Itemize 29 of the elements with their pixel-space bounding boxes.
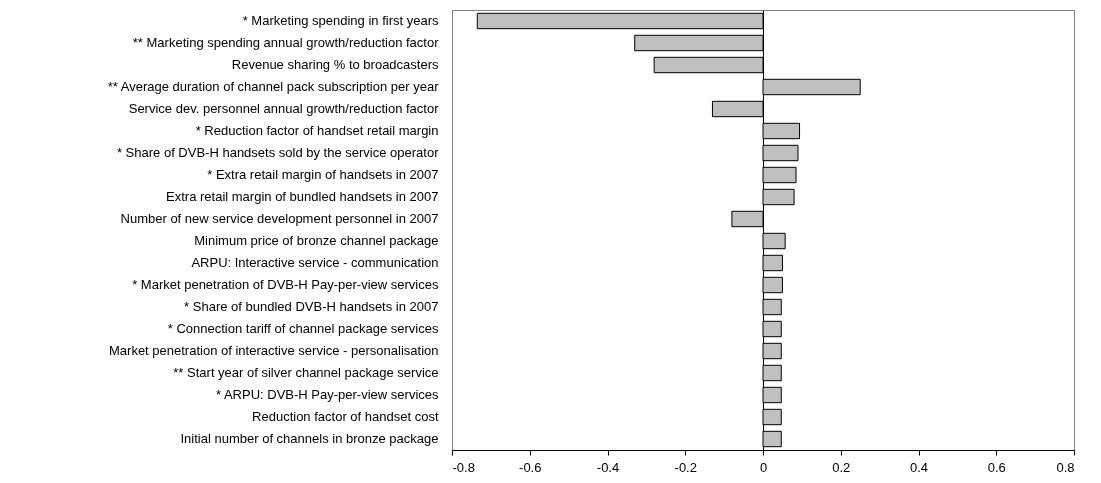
x-tick-label: 0.2 bbox=[832, 459, 851, 475]
y-tick-label: ** Average duration of channel pack subscription per year bbox=[107, 79, 440, 94]
y-tick-label: Revenue sharing % to broadcasters bbox=[231, 57, 439, 72]
y-tick-label: * Market penetration of DVB-H Pay-per-view services bbox=[132, 277, 439, 292]
y-tick-label: ARPU: Interactive service - communication bbox=[191, 255, 439, 270]
x-tick-label: 0 bbox=[759, 459, 768, 475]
y-tick-label: * Reduction factor of handset retail margin bbox=[195, 123, 439, 138]
y-tick-label: * Marketing spending in first years bbox=[242, 13, 439, 28]
y-tick-label: Number of new service development personnel in 2007 bbox=[120, 211, 439, 226]
y-tick-label: Service dev. personnel annual growth/reduction factor bbox=[128, 101, 440, 116]
y-tick-label: * Share of DVB-H handsets sold by the service operator bbox=[116, 145, 440, 160]
x-tick-label: 0.4 bbox=[909, 459, 929, 475]
x-tick-label: 0.6 bbox=[987, 459, 1006, 475]
y-tick-label: * ARPU: DVB-H Pay-per-view services bbox=[216, 387, 439, 402]
y-tick-label: * Connection tariff of channel package services bbox=[167, 321, 439, 336]
x-tick-label: -0.2 bbox=[674, 459, 697, 475]
y-tick-label: Extra retail margin of bundled handsets in 2007 bbox=[166, 189, 439, 204]
y-tick-label: ** Marketing spending annual growth/reduction factor bbox=[132, 35, 440, 50]
y-tick-label: Initial number of channels in bronze package bbox=[180, 431, 439, 446]
y-tick-label: Minimum price of bronze channel package bbox=[194, 233, 439, 248]
x-tick-label: -0.6 bbox=[519, 459, 542, 475]
x-tick-label: -0.4 bbox=[596, 459, 620, 475]
y-tick-label: * Extra retail margin of handsets in 2007 bbox=[207, 167, 439, 182]
y-tick-label: ** Start year of silver channel package service bbox=[173, 365, 439, 380]
y-tick-label: Reduction factor of handset cost bbox=[252, 409, 439, 424]
y-tick-label: * Share of bundled DVB-H handsets in 2007 bbox=[184, 299, 439, 314]
x-tick-label: 0.8 bbox=[1056, 459, 1075, 475]
x-tick-label: -0.8 bbox=[452, 459, 475, 475]
y-tick-label: Market penetration of interactive service - personalisation bbox=[109, 343, 439, 358]
